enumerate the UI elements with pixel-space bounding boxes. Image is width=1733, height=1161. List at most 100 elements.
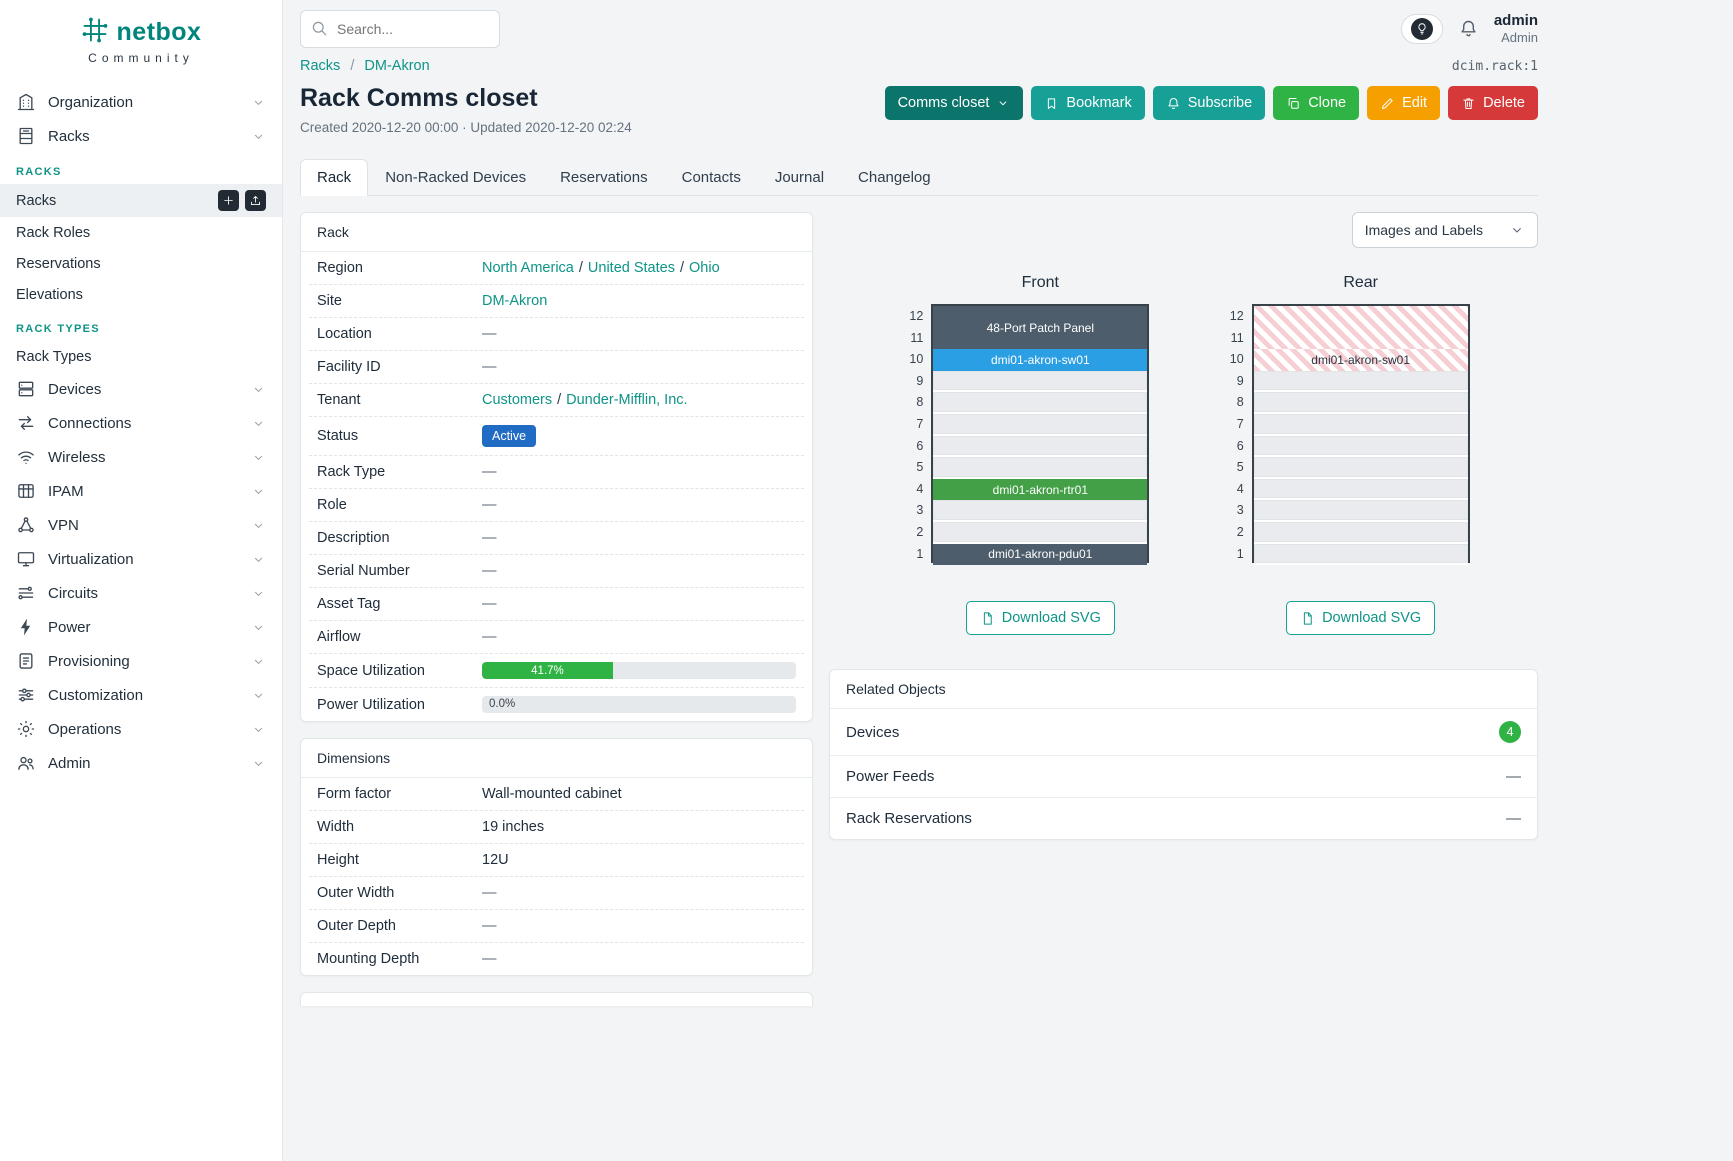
front-unit-numbers: 12 11 10 9 8 7 6 5 4 3 2 1 bbox=[897, 306, 923, 565]
sidebar-item-rack-types[interactable]: Rack Types bbox=[0, 341, 282, 372]
sidebar-item-provisioning[interactable]: Provisioning bbox=[0, 644, 282, 678]
sidebar-item-circuits[interactable]: Circuits bbox=[0, 576, 282, 610]
attr-value-text: — bbox=[482, 530, 497, 546]
count-badge: 4 bbox=[1499, 721, 1521, 744]
rack-slot-dmi01-akron-sw01[interactable]: dmi01-akron-sw01 bbox=[933, 349, 1148, 371]
link-dunder-mifflin-inc[interactable]: Dunder-Mifflin, Inc. bbox=[566, 392, 688, 408]
sidebar-item-label: Reservations bbox=[16, 255, 101, 272]
attr-row-description: Description — bbox=[309, 522, 804, 555]
delete-button[interactable]: Delete bbox=[1448, 86, 1538, 120]
sidebar-item-connections[interactable]: Connections bbox=[0, 406, 282, 440]
sidebar-item-label: Admin bbox=[48, 754, 91, 772]
breadcrumb-link-racks[interactable]: Racks bbox=[300, 58, 341, 74]
tab-non-racked-devices[interactable]: Non-Racked Devices bbox=[385, 169, 527, 186]
rack-slot-dmi01-akron-pdu01[interactable]: dmi01-akron-pdu01 bbox=[933, 543, 1148, 566]
rack-unit-empty bbox=[933, 521, 1148, 544]
comms-closet-button[interactable]: Comms closet bbox=[884, 86, 1024, 120]
chevron-down-icon bbox=[1509, 222, 1525, 238]
attr-label: Height bbox=[317, 852, 359, 868]
sidebar-item-wireless[interactable]: Wireless bbox=[0, 440, 282, 474]
connections-icon bbox=[16, 413, 36, 433]
related-row-power-feeds[interactable]: Power Feeds — bbox=[830, 756, 1537, 799]
attr-row-serial-number: Serial Number — bbox=[309, 555, 804, 588]
sidebar-item-racks[interactable]: Racks bbox=[0, 184, 282, 217]
netbox-logo-icon bbox=[81, 16, 109, 49]
link-united-states[interactable]: United States bbox=[587, 260, 675, 276]
related-row-rack-reservations[interactable]: Rack Reservations — bbox=[830, 798, 1537, 839]
breadcrumb: Racks / DM-Akron bbox=[300, 58, 430, 74]
sidebar-item-vpn[interactable]: VPN bbox=[0, 508, 282, 542]
search-box bbox=[300, 10, 500, 48]
unit-number: 4 bbox=[1236, 481, 1244, 496]
title-block: Rack Comms closet Created 2020-12-20 00:… bbox=[300, 84, 632, 135]
sidebar-nav: Organization Racks RACKS Racks Rack Roles Res… bbox=[0, 85, 282, 780]
attr-label: Width bbox=[317, 819, 355, 835]
related-empty-value: — bbox=[1506, 768, 1521, 786]
sidebar-item-reservations[interactable]: Reservations bbox=[0, 248, 282, 279]
tab-reservations[interactable]: Reservations bbox=[560, 169, 648, 186]
tab-contacts[interactable]: Contacts bbox=[681, 169, 741, 186]
rack-slot-dmi01-akron-rtr01[interactable]: dmi01-akron-rtr01 bbox=[933, 478, 1148, 501]
notifications-bell-icon[interactable] bbox=[1458, 18, 1479, 39]
bookmark-button[interactable]: Bookmark bbox=[1031, 86, 1145, 120]
link-dm-akron[interactable]: DM-Akron bbox=[482, 293, 548, 309]
clone-button[interactable]: Clone bbox=[1273, 86, 1360, 120]
sidebar-item-power[interactable]: Power bbox=[0, 610, 282, 644]
import-racks-button[interactable] bbox=[245, 190, 266, 211]
subscribe-button[interactable]: Subscribe bbox=[1152, 86, 1266, 120]
sidebar-item-ipam[interactable]: IPAM bbox=[0, 474, 282, 508]
sidebar-item-label: Operations bbox=[48, 720, 122, 738]
sidebar-item-elevations[interactable]: Elevations bbox=[0, 279, 282, 310]
unit-number: 3 bbox=[916, 503, 924, 518]
sidebar-item-label: Customization bbox=[48, 686, 144, 704]
breadcrumb-link-site[interactable]: DM-Akron bbox=[364, 58, 430, 74]
link-separator: / bbox=[557, 392, 562, 408]
rack-card-title: Rack bbox=[301, 213, 812, 252]
elevation-view-select[interactable]: Images and Labels bbox=[1351, 212, 1538, 248]
tab-changelog[interactable]: Changelog bbox=[858, 169, 931, 186]
link-ohio[interactable]: Ohio bbox=[689, 260, 720, 276]
download-svg-front-button[interactable]: Download SVG bbox=[965, 601, 1115, 636]
attr-label: Rack Type bbox=[317, 464, 386, 480]
sidebar-item-operations[interactable]: Operations bbox=[0, 712, 282, 746]
sidebar: netbox Community Organization Racks RACKS R… bbox=[0, 0, 283, 1161]
sidebar-item-rack-roles[interactable]: Rack Roles bbox=[0, 217, 282, 248]
theme-toggle-button[interactable] bbox=[1400, 13, 1443, 44]
link-customers[interactable]: Customers bbox=[482, 392, 553, 408]
sidebar-item-racks[interactable]: Racks bbox=[0, 119, 282, 153]
related-row-devices[interactable]: Devices 4 bbox=[830, 709, 1537, 757]
rack-slot-occupied[interactable] bbox=[1253, 306, 1468, 350]
sidebar-item-customization[interactable]: Customization bbox=[0, 678, 282, 712]
edit-button[interactable]: Edit bbox=[1367, 86, 1441, 120]
unit-number: 5 bbox=[1236, 460, 1244, 475]
chevron-down-icon bbox=[251, 518, 266, 533]
attr-label: Tenant bbox=[317, 392, 361, 408]
object-reference: dcim.rack:1 bbox=[1451, 58, 1538, 74]
attr-row-role: Role — bbox=[309, 489, 804, 522]
organization-icon bbox=[16, 92, 36, 112]
tab-rack[interactable]: Rack bbox=[300, 159, 369, 196]
rack-unit-empty bbox=[1253, 478, 1468, 501]
add-rack-button[interactable] bbox=[218, 190, 239, 211]
netbox-logo[interactable]: netbox Community bbox=[0, 0, 282, 69]
rack-slot-dmi01-akron-sw01[interactable]: dmi01-akron-sw01 bbox=[1253, 349, 1468, 371]
unit-number: 9 bbox=[1236, 373, 1244, 388]
sidebar-item-organization[interactable]: Organization bbox=[0, 85, 282, 119]
attr-label: Status bbox=[317, 428, 359, 444]
link-north-america[interactable]: North America bbox=[482, 260, 574, 276]
search-icon bbox=[310, 19, 328, 37]
chevron-down-icon bbox=[251, 620, 266, 635]
sidebar-item-devices[interactable]: Devices bbox=[0, 372, 282, 406]
rack-unit-empty bbox=[1253, 435, 1468, 458]
user-menu[interactable]: admin Admin bbox=[1494, 12, 1538, 45]
sidebar-item-label: Racks bbox=[16, 192, 57, 209]
tab-journal[interactable]: Journal bbox=[774, 169, 825, 186]
search-input[interactable] bbox=[300, 10, 500, 48]
download-svg-rear-button[interactable]: Download SVG bbox=[1286, 601, 1436, 636]
right-column: Images and Labels Front 12 11 10 9 8 7 6 5 4 3 2 1 … bbox=[829, 212, 1538, 856]
provisioning-icon bbox=[16, 651, 36, 671]
operations-icon bbox=[16, 719, 36, 739]
rack-slot-48-port-patch-panel[interactable]: 48-Port Patch Panel bbox=[933, 306, 1148, 350]
sidebar-item-admin[interactable]: Admin bbox=[0, 746, 282, 780]
sidebar-item-virtualization[interactable]: Virtualization bbox=[0, 542, 282, 576]
